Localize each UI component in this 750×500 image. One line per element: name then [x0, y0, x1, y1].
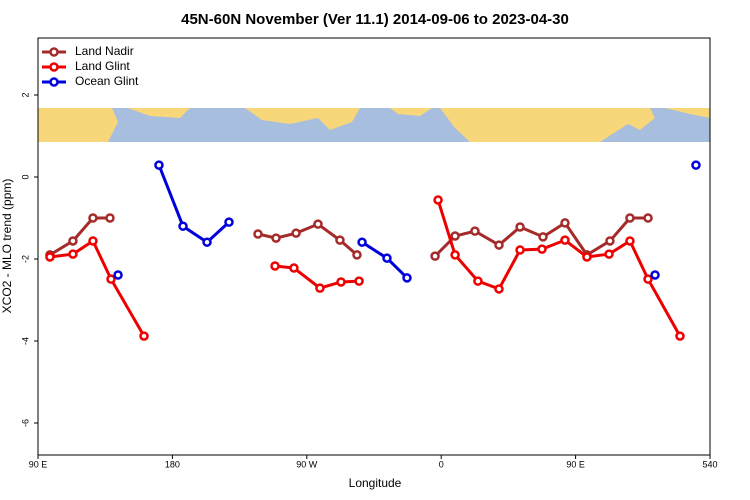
data-point	[450, 231, 460, 241]
x-tick-label: 180	[165, 459, 180, 469]
data-point	[315, 283, 325, 293]
plot-frame	[37, 37, 711, 456]
x-tick-label: 90 E	[29, 459, 48, 469]
y-tick-label: 2	[20, 92, 30, 97]
data-point	[515, 245, 525, 255]
data-point	[270, 261, 280, 271]
data-point	[106, 274, 116, 284]
data-point	[625, 236, 635, 246]
y-tick-label: -4	[20, 337, 30, 345]
data-point	[582, 252, 592, 262]
data-point	[88, 236, 98, 246]
data-point	[88, 213, 98, 223]
data-point	[604, 249, 614, 259]
data-point	[291, 228, 301, 238]
data-point	[357, 237, 367, 247]
data-point	[691, 160, 701, 170]
data-point	[139, 331, 149, 341]
data-point	[68, 236, 78, 246]
data-point	[202, 237, 212, 247]
legend-marker	[49, 77, 59, 87]
x-tick-label: 90 W	[296, 459, 318, 469]
y-tick-label: 0	[20, 174, 30, 179]
series-line	[49, 199, 682, 337]
data-point	[335, 235, 345, 245]
data-point	[178, 221, 188, 231]
data-point	[354, 276, 364, 286]
data-point	[625, 213, 635, 223]
data-point	[605, 236, 615, 246]
data-point	[643, 274, 653, 284]
data-point	[382, 253, 392, 263]
data-point	[537, 244, 547, 254]
data-point	[352, 250, 362, 260]
data-point	[560, 235, 570, 245]
data-point	[494, 240, 504, 250]
data-point	[289, 263, 299, 273]
data-point	[650, 270, 660, 280]
map-strip	[38, 108, 710, 142]
data-point	[253, 229, 263, 239]
series-line	[159, 165, 696, 278]
legend-label: Land Glint	[75, 59, 130, 73]
data-point	[494, 284, 504, 294]
y-tick-label: -6	[20, 419, 30, 427]
data-point	[402, 273, 412, 283]
data-point	[105, 213, 115, 223]
data-point	[470, 226, 480, 236]
data-point	[68, 249, 78, 259]
data-point	[538, 232, 548, 242]
data-point	[45, 252, 55, 262]
legend-marker	[49, 47, 59, 57]
data-point	[675, 331, 685, 341]
data-point	[473, 276, 483, 286]
x-tick-label: 90 E	[566, 459, 585, 469]
data-point	[643, 213, 653, 223]
data-point	[433, 195, 443, 205]
y-axis-label: XCO2 - MLO trend (ppm)	[0, 179, 14, 314]
series-line	[49, 216, 649, 258]
data-point	[313, 219, 323, 229]
data-point	[430, 251, 440, 261]
legend-label: Land Nadir	[75, 44, 134, 58]
chart-title: 45N-60N November (Ver 11.1) 2014-09-06 t…	[181, 11, 569, 28]
data-point	[560, 218, 570, 228]
data-point	[113, 270, 123, 280]
x-axis-label: Longitude	[349, 476, 402, 490]
x-tick-label: 540	[702, 459, 717, 469]
legend-marker	[49, 62, 59, 72]
data-point	[336, 277, 346, 287]
data-point	[515, 222, 525, 232]
y-tick-label: -2	[20, 255, 30, 263]
legend-label: Ocean Glint	[75, 74, 139, 88]
data-point	[224, 217, 234, 227]
x-tick-label: 0	[439, 459, 444, 469]
data-point	[271, 233, 281, 243]
data-point	[450, 250, 460, 260]
data-point	[154, 160, 164, 170]
